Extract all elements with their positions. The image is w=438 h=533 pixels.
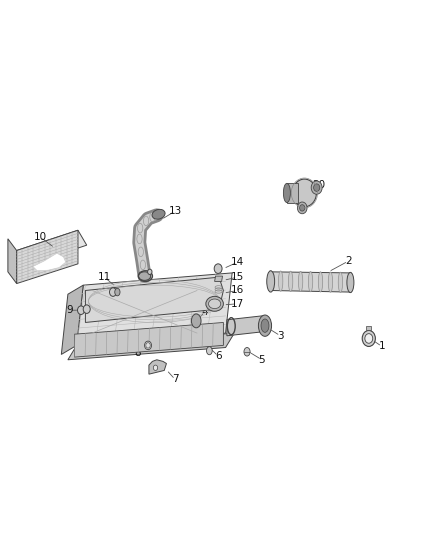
Ellipse shape <box>314 184 320 191</box>
Ellipse shape <box>348 272 353 293</box>
Ellipse shape <box>208 299 221 309</box>
Ellipse shape <box>328 272 333 292</box>
Text: 17: 17 <box>231 299 244 309</box>
Ellipse shape <box>292 179 316 207</box>
Text: 11: 11 <box>98 272 111 282</box>
Ellipse shape <box>78 306 85 314</box>
Ellipse shape <box>298 271 303 292</box>
Ellipse shape <box>268 271 273 291</box>
Ellipse shape <box>153 365 158 370</box>
Text: 12: 12 <box>136 257 149 267</box>
Text: 14: 14 <box>231 257 244 267</box>
Polygon shape <box>17 230 78 284</box>
Polygon shape <box>271 272 350 292</box>
Polygon shape <box>85 277 223 322</box>
Polygon shape <box>74 322 223 357</box>
Ellipse shape <box>207 346 212 355</box>
Ellipse shape <box>206 296 223 311</box>
Polygon shape <box>215 276 223 281</box>
Ellipse shape <box>214 264 222 273</box>
Ellipse shape <box>279 271 283 291</box>
Ellipse shape <box>261 319 269 333</box>
Polygon shape <box>287 183 298 203</box>
Ellipse shape <box>83 305 90 313</box>
Ellipse shape <box>191 314 201 328</box>
Polygon shape <box>33 253 66 271</box>
Ellipse shape <box>347 272 354 293</box>
Text: 1: 1 <box>378 342 385 351</box>
Ellipse shape <box>308 271 313 292</box>
Ellipse shape <box>365 334 373 343</box>
Ellipse shape <box>110 288 117 296</box>
Ellipse shape <box>297 202 307 214</box>
Ellipse shape <box>362 330 375 346</box>
Ellipse shape <box>258 315 272 336</box>
Polygon shape <box>68 333 234 360</box>
Ellipse shape <box>338 272 343 293</box>
Ellipse shape <box>152 209 165 219</box>
Ellipse shape <box>244 348 250 356</box>
Ellipse shape <box>267 271 275 292</box>
Polygon shape <box>61 285 83 354</box>
Text: 6: 6 <box>215 351 222 361</box>
Ellipse shape <box>318 272 323 292</box>
Polygon shape <box>17 230 87 265</box>
Ellipse shape <box>300 205 305 211</box>
Ellipse shape <box>283 183 290 203</box>
Ellipse shape <box>311 181 322 195</box>
Ellipse shape <box>138 272 151 280</box>
Polygon shape <box>227 316 265 336</box>
Text: 4: 4 <box>201 307 208 317</box>
Text: 16: 16 <box>231 286 244 295</box>
Ellipse shape <box>115 288 120 296</box>
Text: 5: 5 <box>258 355 265 365</box>
Polygon shape <box>8 239 17 284</box>
Text: 10: 10 <box>34 232 47 242</box>
Polygon shape <box>149 360 166 374</box>
Ellipse shape <box>146 343 150 348</box>
Text: 20: 20 <box>312 181 325 190</box>
Ellipse shape <box>288 271 293 292</box>
Text: 3: 3 <box>277 331 284 341</box>
Text: 15: 15 <box>231 272 244 282</box>
Ellipse shape <box>145 341 152 350</box>
Text: 8: 8 <box>134 348 141 358</box>
Text: 13: 13 <box>169 206 182 216</box>
Polygon shape <box>77 273 232 345</box>
Text: 7: 7 <box>172 375 179 384</box>
Text: 2: 2 <box>345 256 352 266</box>
Text: 9: 9 <box>66 305 73 315</box>
Ellipse shape <box>148 269 152 274</box>
Polygon shape <box>366 326 371 330</box>
